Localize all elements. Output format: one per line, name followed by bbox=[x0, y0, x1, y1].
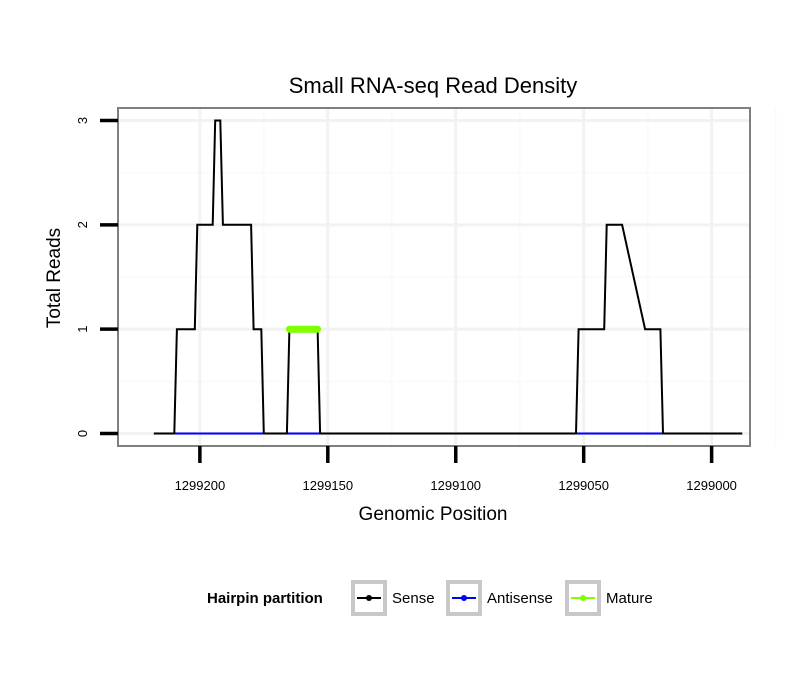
legend-label-sense: Sense bbox=[392, 590, 435, 607]
legend-entry-mature: Mature bbox=[565, 580, 653, 616]
y-tick-label: 2 bbox=[75, 221, 90, 228]
x-tick-label: 1299000 bbox=[686, 478, 737, 493]
legend-title: Hairpin partition bbox=[207, 590, 323, 607]
series-line-sense bbox=[153, 119, 743, 435]
legend-label-mature: Mature bbox=[606, 590, 653, 607]
y-tick-label: 1 bbox=[75, 326, 90, 333]
y-tick-label: 3 bbox=[75, 117, 90, 124]
y-axis-title: Total Reads bbox=[44, 228, 65, 328]
x-tick-label: 1299200 bbox=[175, 478, 226, 493]
chart-title: Small RNA-seq Read Density bbox=[289, 73, 578, 98]
series-layer bbox=[153, 119, 743, 435]
plot-panel bbox=[117, 107, 777, 447]
x-tick-label: 1299150 bbox=[303, 478, 354, 493]
legend-point-mature bbox=[580, 595, 586, 601]
legend-entry-sense: Sense bbox=[351, 580, 435, 616]
y-axis: 0 1 2 3 bbox=[75, 117, 118, 437]
x-axis: 1299200 1299150 1299100 1299050 1299000 bbox=[175, 446, 737, 493]
legend: Hairpin partition Sense Antisense Mature bbox=[207, 580, 653, 616]
legend-point-sense bbox=[366, 595, 372, 601]
x-axis-title: Genomic Position bbox=[359, 504, 508, 525]
x-tick-label: 1299100 bbox=[430, 478, 481, 493]
x-tick-label: 1299050 bbox=[558, 478, 609, 493]
legend-point-antisense bbox=[461, 595, 467, 601]
legend-entry-antisense: Antisense bbox=[446, 580, 553, 616]
y-tick-label: 0 bbox=[75, 430, 90, 437]
plot-border bbox=[117, 107, 751, 447]
legend-label-antisense: Antisense bbox=[487, 590, 553, 607]
